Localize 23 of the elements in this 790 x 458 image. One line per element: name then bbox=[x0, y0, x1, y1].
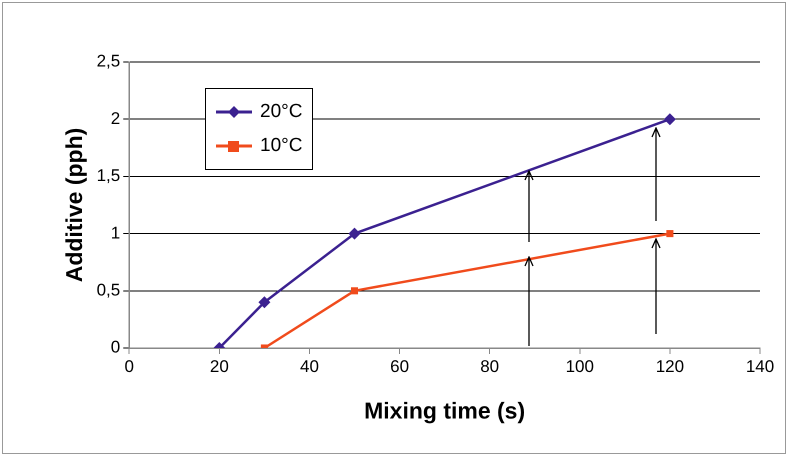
point bbox=[666, 230, 674, 238]
x-axis-title: Mixing time (s) bbox=[364, 398, 526, 424]
x-tick-label: 0 bbox=[124, 356, 134, 376]
x-tick-label: 100 bbox=[566, 356, 594, 376]
y-tick-label: 2 bbox=[110, 108, 120, 128]
y-tick-label: 0 bbox=[110, 338, 120, 357]
y-tick-label: 1,5 bbox=[96, 166, 120, 186]
x-tick-label: 40 bbox=[300, 356, 319, 376]
x-tick-label: 80 bbox=[480, 356, 500, 376]
y-tick-label: 0,5 bbox=[96, 280, 120, 300]
point bbox=[258, 296, 270, 308]
point bbox=[350, 287, 358, 294]
legend-label: 20°C bbox=[260, 101, 302, 123]
legend-label: 10°C bbox=[260, 135, 302, 157]
x-tick-label: 20 bbox=[210, 356, 229, 376]
y-axis-title: Additive (pph) bbox=[61, 128, 88, 282]
y-tick-label: 2,5 bbox=[96, 52, 120, 71]
x-tick-label: 120 bbox=[656, 356, 684, 376]
point bbox=[348, 228, 361, 240]
point bbox=[664, 113, 676, 126]
x-tick-label: 140 bbox=[746, 356, 774, 376]
y-tick-label: 1 bbox=[110, 223, 120, 242]
x-tick-label: 60 bbox=[390, 356, 410, 376]
